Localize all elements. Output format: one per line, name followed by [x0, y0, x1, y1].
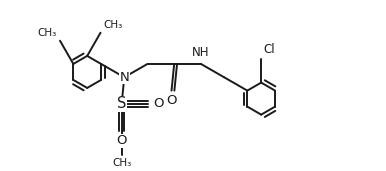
Text: S: S [117, 96, 126, 111]
Text: O: O [153, 97, 164, 110]
Text: Cl: Cl [263, 43, 275, 56]
Text: O: O [166, 94, 177, 107]
Text: NH: NH [192, 46, 210, 59]
Text: O: O [116, 134, 127, 147]
Text: CH₃: CH₃ [103, 20, 123, 30]
Text: N: N [119, 71, 129, 84]
Text: CH₃: CH₃ [38, 28, 57, 38]
Text: CH₃: CH₃ [112, 159, 131, 168]
